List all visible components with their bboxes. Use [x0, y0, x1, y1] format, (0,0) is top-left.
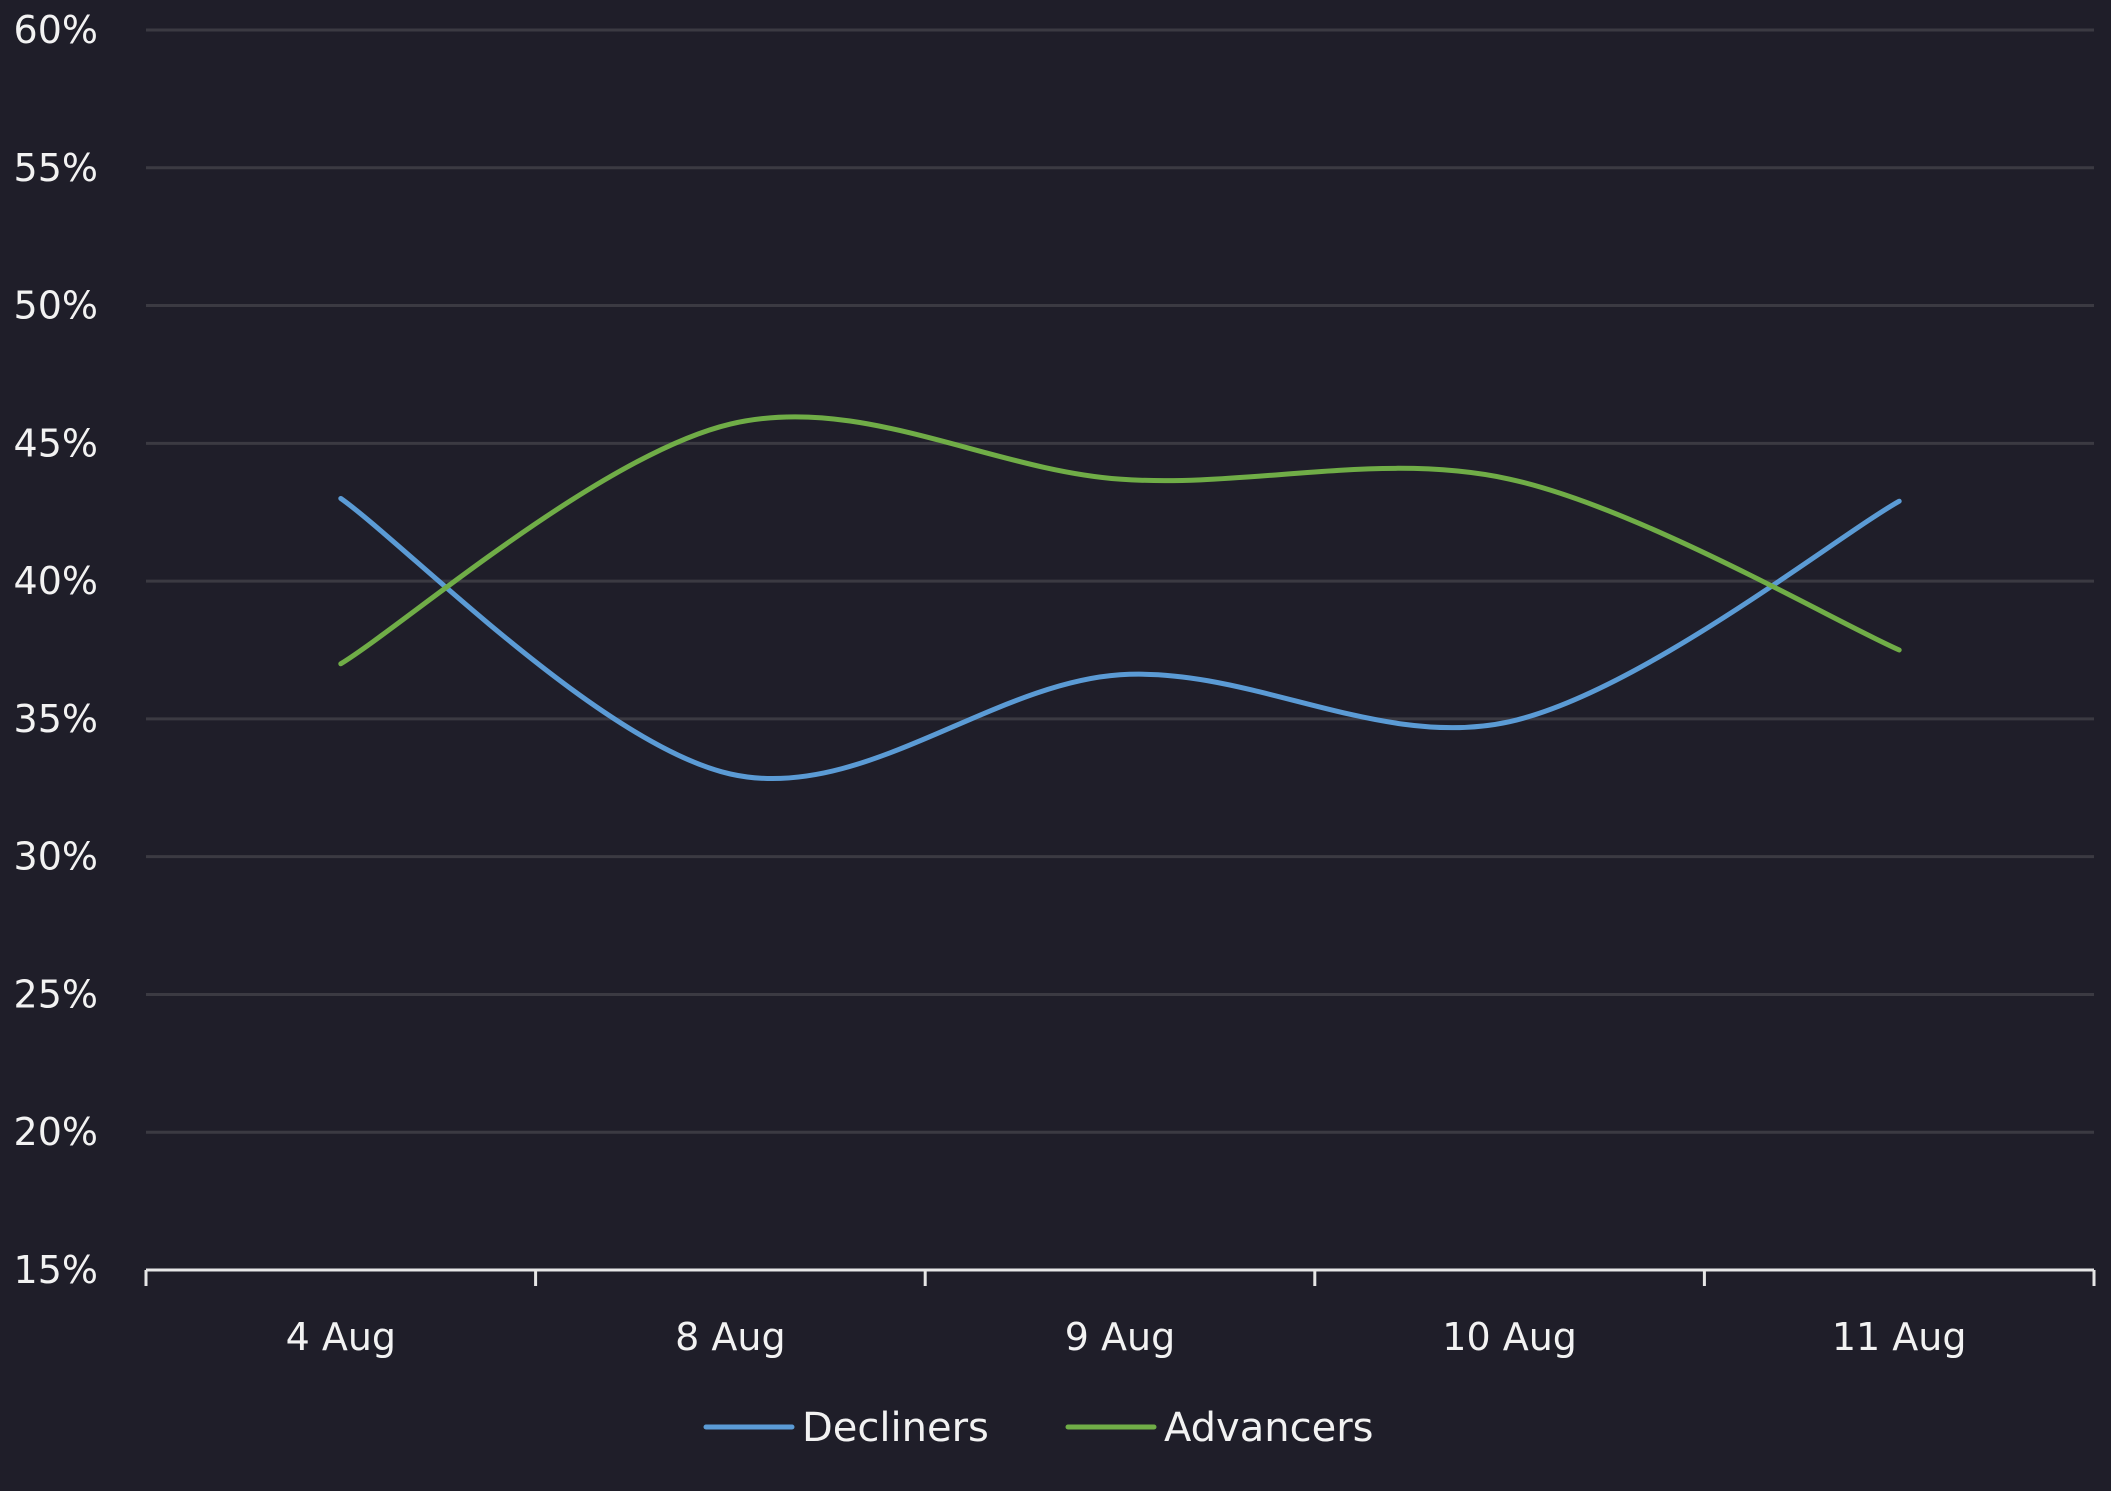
y-tick-label: 45% [14, 421, 98, 465]
x-tick-label: 4 Aug [286, 1315, 396, 1359]
y-tick-label: 30% [14, 835, 98, 879]
gridlines [146, 28, 2094, 1134]
x-tick-label: 10 Aug [1442, 1315, 1577, 1359]
x-tick-label: 11 Aug [1832, 1315, 1967, 1359]
y-tick-label: 35% [14, 697, 98, 741]
y-tick-label: 55% [14, 146, 98, 190]
y-tick-label: 40% [14, 559, 98, 603]
legend-label-decliners: Decliners [802, 1405, 989, 1451]
y-tick-label: 20% [14, 1110, 98, 1154]
y-tick-label: 60% [14, 8, 98, 52]
series-lines [338, 414, 1902, 782]
series-line-advancers [338, 414, 1902, 667]
x-tick-label: 9 Aug [1065, 1315, 1175, 1359]
series-line-decliners [338, 495, 1902, 782]
y-axis-tick-labels: 15% 20% 25% 30% 35% 40% 45% 50% 55% 60% [14, 8, 98, 1292]
x-axis [144, 1268, 2096, 1286]
legend: Decliners Advancers [703, 1405, 1373, 1451]
x-axis-tick-labels: 4 Aug 8 Aug 9 Aug 10 Aug 11 Aug [286, 1315, 1967, 1359]
x-tick-label: 8 Aug [675, 1315, 785, 1359]
y-tick-label: 50% [14, 284, 98, 328]
legend-label-advancers: Advancers [1164, 1405, 1373, 1451]
y-tick-label: 15% [14, 1248, 98, 1292]
y-tick-label: 25% [14, 972, 98, 1016]
